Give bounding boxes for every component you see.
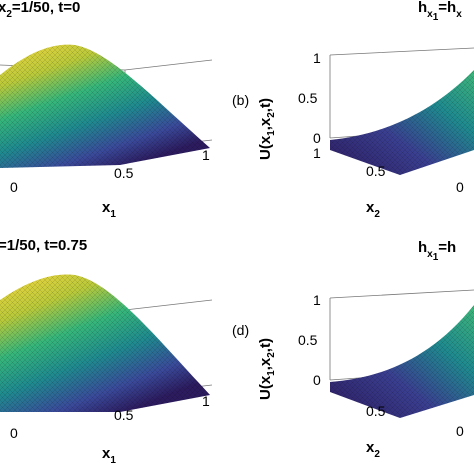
text-part: ,t) bbox=[257, 98, 274, 112]
tick-label: 1 bbox=[202, 147, 210, 163]
tick-label: 0 bbox=[313, 372, 321, 388]
surface-mesh bbox=[330, 70, 474, 175]
panel-a: x2=1/50, t=0 0 0.5 1 x1 bbox=[0, 0, 213, 220]
tick-label: 1 bbox=[313, 292, 321, 308]
text-part: =1/50, t=0 bbox=[12, 0, 80, 16]
surface-mesh bbox=[330, 305, 474, 418]
title: hx1=hx bbox=[418, 0, 462, 23]
text-part: 1 bbox=[433, 252, 439, 263]
text-part: x bbox=[427, 9, 433, 20]
panel-d: hx1=h (d) U(x1,x2,t) 1 0.5 0 0.5 0 x2 bbox=[232, 239, 474, 460]
z-label: U(x1,x2,t) bbox=[257, 338, 277, 400]
z-label: U(x1,x2,t) bbox=[257, 98, 277, 160]
tick-label: 0 bbox=[10, 425, 18, 441]
text-part: 1 bbox=[110, 455, 116, 466]
tick-label: 0 bbox=[10, 179, 18, 195]
x-label: x2 bbox=[366, 199, 380, 220]
text-part: =1/50, t=0.75 bbox=[0, 237, 87, 254]
text-part: 1 bbox=[110, 209, 116, 220]
tick-label: 0 bbox=[456, 423, 464, 439]
x-label: x2 bbox=[366, 439, 380, 460]
text-part: 2 bbox=[374, 209, 380, 220]
text-part: x bbox=[102, 445, 111, 462]
text-part: x bbox=[366, 439, 375, 456]
panel-tag: (d) bbox=[232, 322, 249, 338]
tick-label: 0.5 bbox=[114, 407, 134, 423]
text-part: ,x bbox=[257, 117, 274, 130]
tick-label: 0 bbox=[313, 130, 321, 146]
text-part: =h bbox=[438, 239, 456, 256]
text-part: U(x bbox=[257, 375, 274, 400]
text-part: ,t) bbox=[257, 338, 274, 352]
text-part: 1 bbox=[266, 370, 277, 376]
tick-label: 1 bbox=[202, 393, 210, 409]
text-part: x bbox=[456, 9, 462, 20]
text-part: x bbox=[427, 249, 433, 260]
text-part: 1 bbox=[266, 130, 277, 136]
title: hx1=h bbox=[418, 239, 456, 263]
tick-label: 0 bbox=[456, 179, 464, 195]
panel-tag: (b) bbox=[232, 92, 249, 108]
text-part: U(x bbox=[257, 135, 274, 160]
tick-label: 1 bbox=[313, 145, 321, 161]
text-part: 2 bbox=[266, 352, 277, 358]
panel-b: hx1=hx (b) U(x1,x2,t) 1 0.5 0 1 0.5 0 x2 bbox=[232, 0, 474, 220]
title: =1/50, t=0.75 bbox=[0, 237, 87, 254]
tick-label: 1 bbox=[313, 50, 321, 66]
text-part: 2 bbox=[374, 449, 380, 460]
text-part: x bbox=[102, 199, 111, 216]
text-part: =h bbox=[438, 0, 456, 16]
text-part: 2 bbox=[6, 9, 12, 20]
text-part: ,x bbox=[257, 357, 274, 370]
surface-mesh bbox=[0, 274, 210, 412]
tick-label: 0.5 bbox=[298, 90, 318, 106]
tick-label: 0.5 bbox=[366, 403, 386, 419]
tick-label: 0.5 bbox=[366, 163, 386, 179]
title: x2=1/50, t=0 bbox=[0, 0, 80, 20]
tick-label: 0.5 bbox=[114, 165, 134, 181]
x-label: x1 bbox=[102, 199, 116, 220]
surface-mesh bbox=[0, 44, 210, 168]
tick-label: 0.5 bbox=[298, 332, 318, 348]
text-part: h bbox=[418, 239, 427, 256]
text-part: h bbox=[418, 0, 427, 16]
x-label: x1 bbox=[102, 445, 116, 466]
text-part: x bbox=[366, 199, 375, 216]
text-part: x bbox=[0, 0, 7, 16]
panel-c: =1/50, t=0.75 0 0.5 1 x1 bbox=[0, 237, 213, 466]
text-part: 2 bbox=[266, 112, 277, 118]
text-part: 1 bbox=[433, 12, 439, 23]
